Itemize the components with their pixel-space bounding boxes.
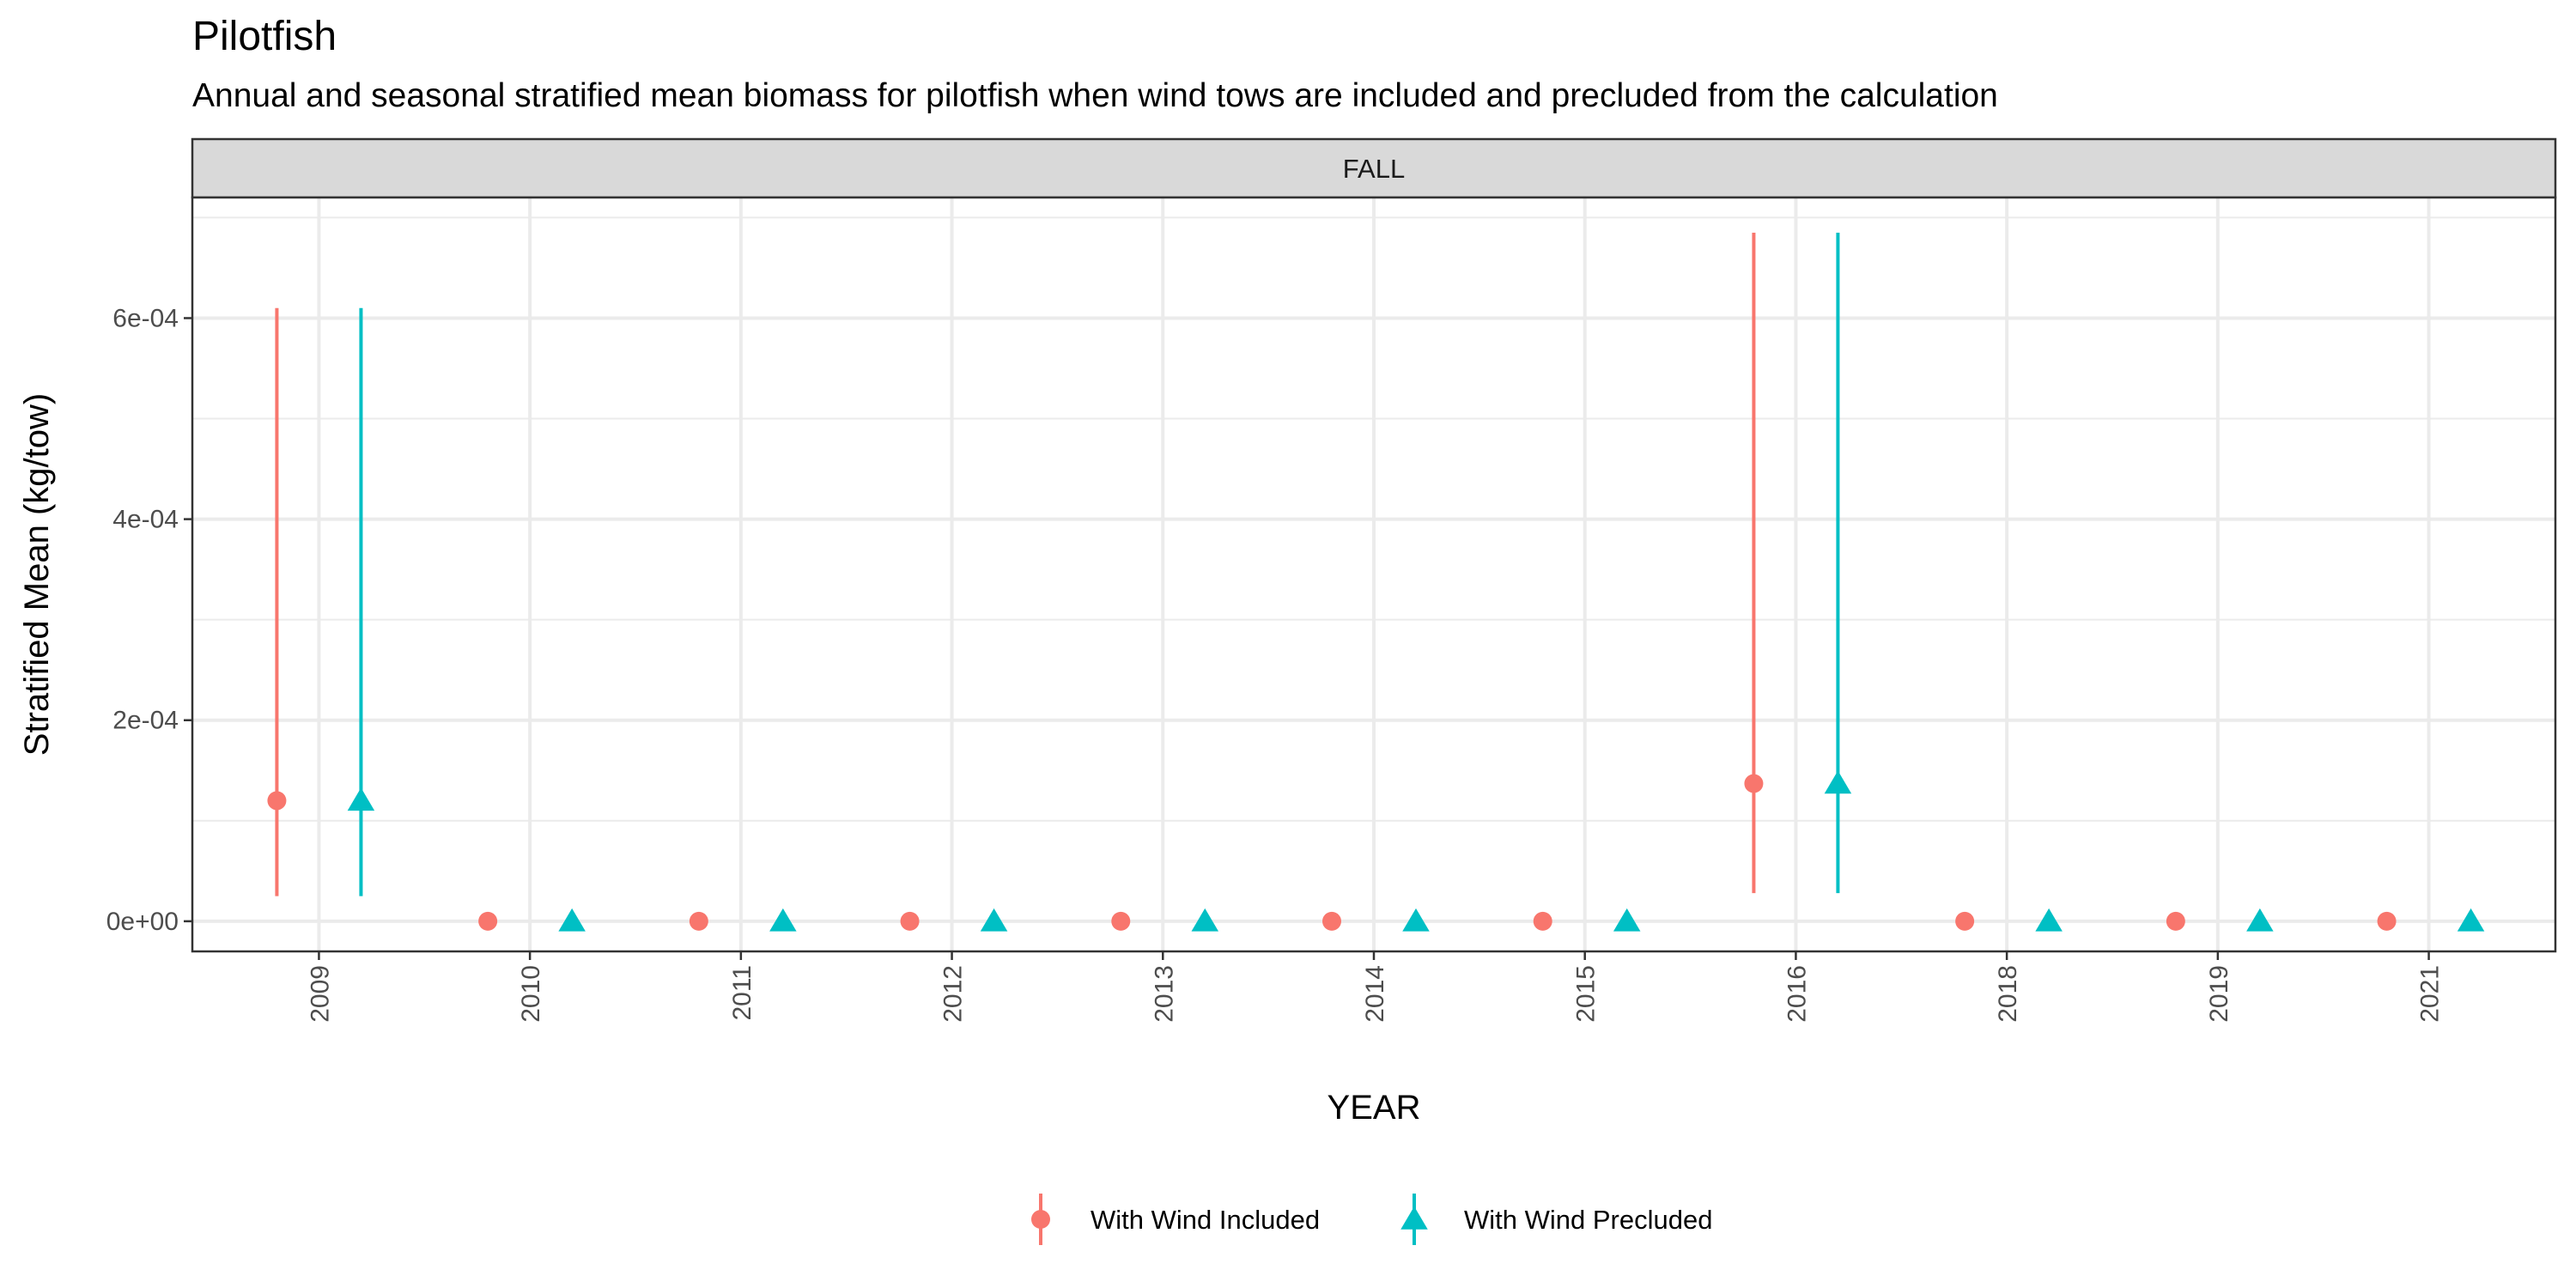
data-point-circle bbox=[900, 911, 920, 931]
data-point-triangle bbox=[347, 787, 375, 811]
x-tick-label: 2014 bbox=[1361, 965, 1389, 1023]
y-tick-label: 2e-04 bbox=[112, 707, 179, 735]
data-point-triangle bbox=[980, 908, 1008, 932]
legend-label: With Wind Precluded bbox=[1464, 1205, 1712, 1235]
x-tick-label: 2011 bbox=[728, 965, 756, 1021]
legend-label: With Wind Included bbox=[1091, 1205, 1320, 1235]
x-tick-label: 2015 bbox=[1572, 965, 1601, 1023]
x-tick-label: 2009 bbox=[306, 965, 334, 1023]
legend-key-circle bbox=[1031, 1210, 1050, 1229]
data-point-circle bbox=[689, 911, 708, 931]
data-point-circle bbox=[1955, 911, 1975, 931]
data-point-circle bbox=[1322, 911, 1341, 931]
data-point-circle bbox=[1533, 911, 1552, 931]
data-point-circle bbox=[267, 791, 287, 811]
x-tick-label: 2013 bbox=[1150, 965, 1178, 1023]
data-point-circle bbox=[1111, 911, 1131, 931]
x-tick-label: 2010 bbox=[517, 965, 545, 1023]
chart-subtitle: Annual and seasonal stratified mean biom… bbox=[192, 77, 1998, 114]
legend: With Wind Included With Wind Precluded bbox=[1031, 1194, 1712, 1245]
data-point-triangle bbox=[1824, 770, 1852, 794]
x-tick-label: 2012 bbox=[939, 965, 968, 1023]
data-point-triangle bbox=[1402, 908, 1430, 932]
data-point-circle bbox=[2377, 911, 2397, 931]
x-axis-title: YEAR bbox=[1327, 1089, 1421, 1127]
data-point-triangle bbox=[2035, 908, 2063, 932]
axes: 0e+00 2e-04 4e-04 6e-04 2009 2010 2011 2012 2013… bbox=[106, 304, 2445, 1022]
data-point-circle bbox=[478, 911, 498, 931]
data-point-triangle bbox=[1191, 908, 1219, 932]
y-axis-title: Stratified Mean (kg/tow) bbox=[18, 393, 56, 756]
data-point-triangle bbox=[2246, 908, 2274, 932]
data-point-triangle bbox=[1613, 908, 1641, 932]
x-tick-label: 2019 bbox=[2205, 965, 2233, 1023]
chart-title: Pilotfish bbox=[192, 14, 337, 59]
x-tick-label: 2021 bbox=[2416, 965, 2445, 1023]
data-point-triangle bbox=[769, 908, 797, 932]
y-tick-label: 6e-04 bbox=[112, 304, 179, 332]
data-point-triangle bbox=[558, 908, 586, 932]
x-tick-label: 2016 bbox=[1783, 965, 1811, 1023]
data-marks bbox=[267, 232, 2485, 932]
data-point-circle bbox=[1744, 774, 1764, 793]
x-tick-label: 2018 bbox=[1994, 965, 2022, 1023]
data-point-triangle bbox=[2457, 908, 2485, 932]
y-tick-label: 4e-04 bbox=[112, 506, 179, 534]
y-tick-label: 0e+00 bbox=[106, 908, 179, 936]
data-point-circle bbox=[2166, 911, 2185, 931]
legend-key-triangle bbox=[1400, 1206, 1428, 1230]
gridlines bbox=[192, 197, 2555, 951]
facet-strip-label: FALL bbox=[1343, 154, 1405, 184]
